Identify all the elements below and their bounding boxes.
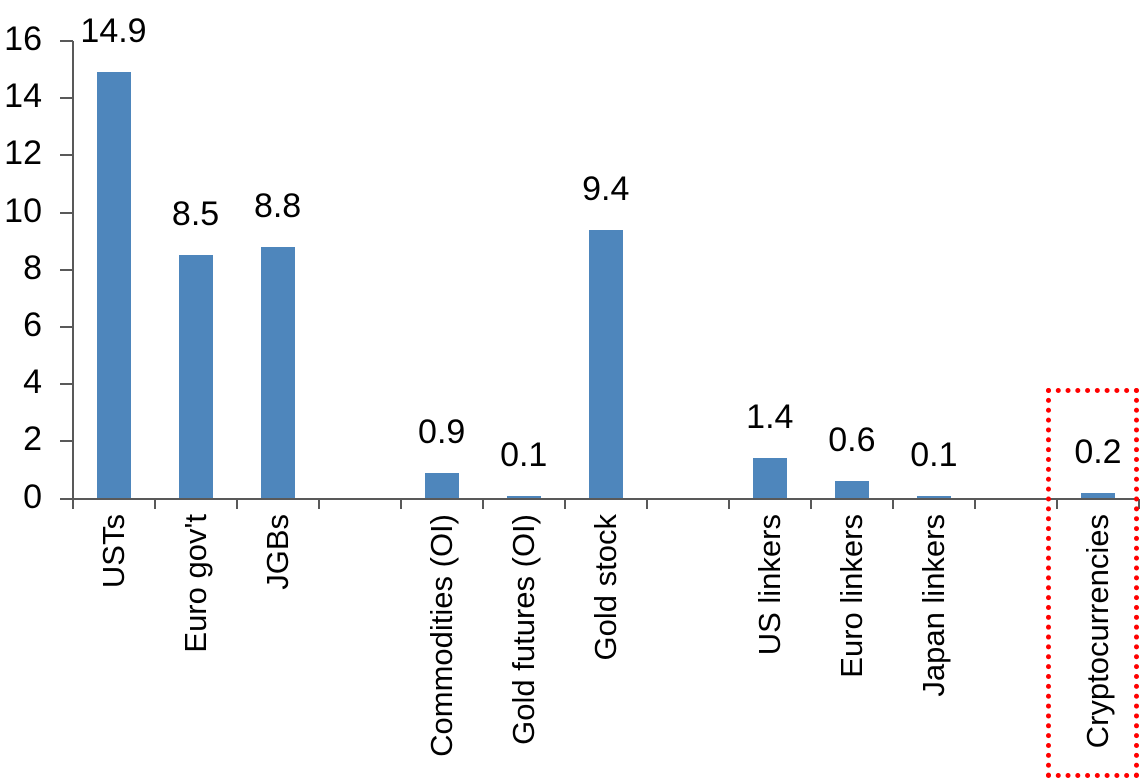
y-axis-tick-label: 8 — [23, 248, 42, 287]
bar-value-label: 0.1 — [910, 435, 958, 474]
x-axis-tick — [645, 498, 648, 509]
x-axis-tick — [399, 498, 402, 509]
bar-value-label: 8.8 — [253, 186, 302, 225]
bar — [260, 246, 295, 499]
x-axis-tick — [1138, 498, 1140, 509]
y-axis-tick — [59, 497, 73, 500]
y-axis-tick — [59, 39, 73, 42]
bar-value-label: 8.5 — [171, 195, 220, 234]
x-axis-tick — [809, 498, 812, 509]
bar — [916, 495, 951, 499]
x-axis-tick — [235, 498, 238, 509]
bar-value-label: 0.2 — [1074, 432, 1122, 471]
highlight-box — [1046, 388, 1139, 778]
bar-value-label: 0.1 — [500, 435, 548, 474]
bar-value-label: 1.4 — [746, 398, 794, 437]
x-axis-tick — [481, 498, 484, 509]
x-axis-line — [71, 497, 1139, 500]
y-axis-tick-label: 12 — [4, 134, 42, 173]
bar — [1080, 492, 1115, 499]
category-label: USTs — [95, 514, 131, 589]
y-axis-tick-label: 14 — [4, 77, 42, 116]
x-axis-tick — [1055, 498, 1058, 509]
category-label: Gold futures (OI) — [505, 514, 541, 745]
bar-value-label: 9.4 — [582, 169, 630, 208]
y-axis-tick — [59, 154, 73, 157]
y-axis-tick-label: 6 — [23, 305, 42, 344]
bar — [588, 229, 623, 499]
y-axis-tick-label: 2 — [23, 420, 42, 459]
y-axis-tick-label: 16 — [4, 19, 42, 58]
y-axis-tick-label: 0 — [23, 477, 42, 516]
bar-value-label: 14.9 — [80, 12, 147, 51]
y-axis-tick — [59, 97, 73, 100]
x-axis-tick — [71, 498, 74, 509]
category-label: Gold stock — [587, 514, 623, 661]
category-label: Japan linkers — [915, 514, 951, 697]
bar-value-label: 0.9 — [418, 412, 466, 451]
category-label: JGBs — [259, 514, 295, 590]
bar — [752, 458, 787, 499]
x-axis-tick — [317, 498, 320, 509]
y-axis-tick — [59, 268, 73, 271]
y-axis-tick — [59, 440, 73, 443]
y-axis-tick — [59, 325, 73, 328]
y-axis-tick-label: 10 — [4, 191, 42, 230]
bar — [506, 495, 541, 499]
x-axis-tick — [153, 498, 156, 509]
category-label: Euro linkers — [833, 514, 869, 678]
x-axis-tick — [727, 498, 730, 509]
bar — [834, 481, 869, 499]
x-axis-tick — [891, 498, 894, 509]
x-axis-tick — [563, 498, 566, 509]
y-axis-tick-label: 4 — [23, 363, 42, 402]
y-axis-tick — [59, 211, 73, 214]
y-axis-line — [71, 40, 74, 499]
category-label: Euro gov't — [177, 514, 213, 653]
category-label: US linkers — [751, 514, 787, 656]
bar — [424, 472, 459, 499]
category-label: Commodities (OI) — [423, 514, 459, 757]
y-axis-tick — [59, 383, 73, 386]
bar — [178, 255, 213, 499]
bar-value-label: 0.6 — [828, 421, 876, 460]
bar — [96, 72, 131, 499]
x-axis-tick — [973, 498, 976, 509]
